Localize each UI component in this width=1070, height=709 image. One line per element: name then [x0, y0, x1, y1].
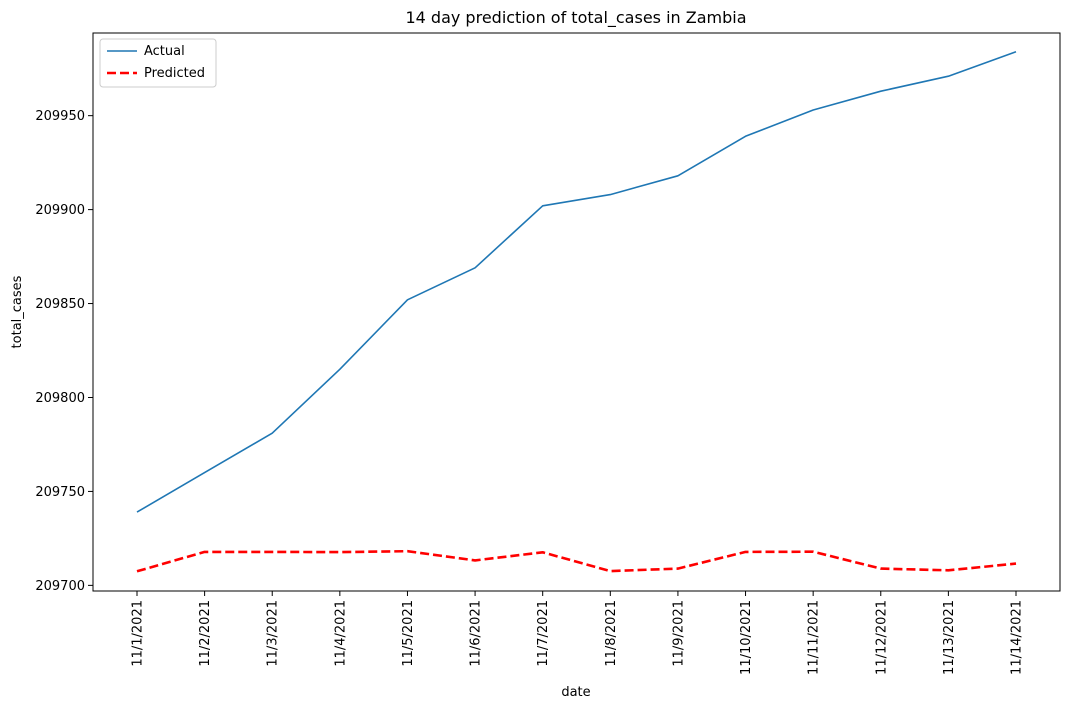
- x-tick-label: 11/3/2021: [266, 600, 281, 667]
- x-tick-label: 11/5/2021: [401, 600, 416, 667]
- x-tick-label: 11/11/2021: [807, 600, 822, 675]
- y-tick-label: 209900: [35, 203, 85, 218]
- x-tick-label: 11/14/2021: [1010, 600, 1025, 675]
- series-line-predicted: [136, 549, 1017, 573]
- plot-area: [92, 32, 1061, 592]
- x-tick-label: 11/1/2021: [131, 600, 146, 667]
- x-tick-label: 11/9/2021: [671, 600, 686, 667]
- y-tick-label: 209700: [35, 579, 85, 594]
- y-tick-label: 209750: [35, 485, 85, 500]
- legend-label-actual: Actual: [144, 44, 185, 59]
- legend: Actual Predicted: [99, 38, 217, 88]
- y-axis: 209700 209750 209800 209850 209900 209950: [35, 109, 93, 594]
- y-axis-label: total_cases: [10, 275, 25, 348]
- x-tick-label: 11/2/2021: [198, 600, 213, 667]
- y-tick-label: 209950: [35, 109, 85, 124]
- x-tick-label: 11/7/2021: [536, 600, 551, 667]
- series-line-actual: [136, 51, 1017, 513]
- x-axis: 11/1/2021 11/2/2021 11/3/2021 11/4/2021 11/5…: [131, 591, 1025, 675]
- x-tick-label: 11/4/2021: [333, 600, 348, 667]
- x-tick-label: 11/13/2021: [942, 600, 957, 675]
- chart-title: 14 day prediction of total_cases in Zamb…: [405, 8, 746, 28]
- series-layer: [136, 51, 1017, 573]
- x-tick-label: 11/8/2021: [604, 600, 619, 667]
- x-tick-label: 11/10/2021: [739, 600, 754, 675]
- x-axis-label: date: [561, 685, 590, 700]
- y-tick-label: 209800: [35, 391, 85, 406]
- y-tick-label: 209850: [35, 297, 85, 312]
- legend-label-predicted: Predicted: [144, 66, 205, 81]
- x-tick-label: 11/12/2021: [874, 600, 889, 675]
- x-tick-label: 11/6/2021: [469, 600, 484, 667]
